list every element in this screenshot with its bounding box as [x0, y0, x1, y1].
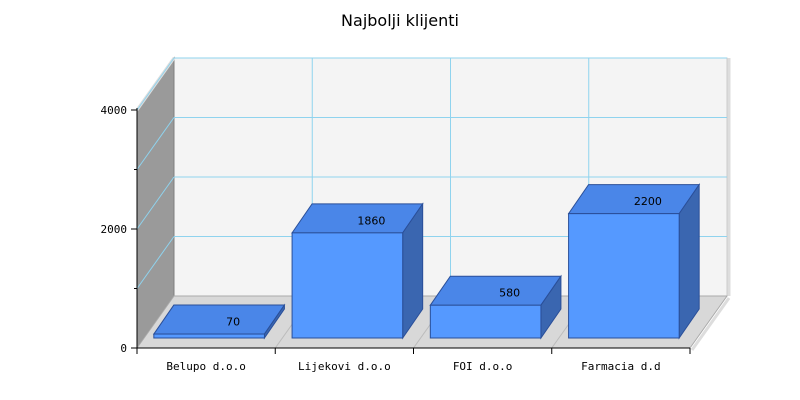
bar-3: [567, 183, 701, 340]
data-label-1: 1860: [357, 214, 385, 227]
x-tick-label-1: Lijekovi d.o.o: [298, 360, 391, 373]
chart-title: Najbolji klijenti: [341, 11, 459, 30]
y-tick-label-2: 4000: [101, 104, 128, 117]
x-tick-label-2: FOI d.o.o: [453, 360, 513, 373]
data-label-2: 580: [499, 287, 520, 300]
bar-front-3: [568, 213, 680, 339]
data-label-3: 2200: [634, 195, 662, 208]
bar-1: [291, 202, 424, 340]
bar-front-1: [291, 232, 404, 339]
grid-minor-left-0: [136, 236, 175, 289]
x-tick-label-3: Farmacia d.d: [581, 360, 660, 373]
bar-0: [152, 303, 286, 340]
bar-2: [429, 274, 562, 340]
x-tick-label-0: Belupo d.o.o: [166, 360, 245, 373]
bar-top-2: [429, 275, 562, 306]
grid-line-left-2: [136, 57, 175, 111]
floor-rim: [690, 297, 731, 351]
bar-front-0: [153, 333, 265, 339]
data-label-0: 70: [226, 316, 240, 329]
y-tick-label-0: 0: [120, 342, 127, 355]
bar-front-2: [429, 304, 542, 339]
y-tick-label-1: 2000: [101, 223, 128, 236]
grid-line-left-1: [136, 176, 175, 230]
grid-minor-left-1: [136, 117, 175, 170]
bar-top-0: [152, 304, 286, 335]
